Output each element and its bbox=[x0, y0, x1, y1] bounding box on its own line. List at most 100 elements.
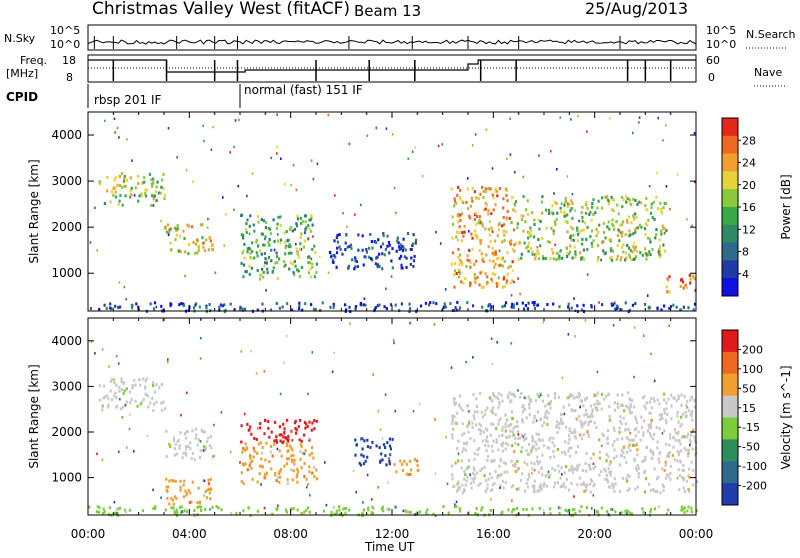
echo-cell bbox=[563, 200, 566, 204]
echo-cell bbox=[555, 202, 558, 205]
echo-cell bbox=[514, 425, 517, 429]
echo-cell bbox=[136, 404, 139, 408]
echo-cell bbox=[154, 506, 157, 510]
echo-cell bbox=[367, 506, 370, 510]
echo-cell bbox=[472, 393, 475, 396]
echo-cell bbox=[493, 458, 496, 462]
echo-cell bbox=[284, 263, 287, 267]
echo-cell bbox=[246, 250, 249, 254]
echo-cell bbox=[641, 253, 644, 257]
echo-cell bbox=[128, 390, 132, 394]
scatter-speck bbox=[366, 134, 369, 137]
echo-cell bbox=[527, 245, 530, 249]
echo-cell bbox=[388, 462, 391, 466]
echo-cell bbox=[129, 401, 132, 405]
echo-cell bbox=[455, 235, 458, 239]
echo-cell bbox=[450, 464, 454, 468]
echo-cell bbox=[239, 305, 242, 309]
echo-cell bbox=[385, 307, 388, 311]
echo-cell bbox=[663, 392, 666, 396]
scatter-speck bbox=[560, 202, 563, 205]
cpid-mode-label: rbsp 201 IF bbox=[94, 93, 161, 107]
echo-cell bbox=[591, 205, 594, 209]
echo-cell bbox=[614, 510, 617, 514]
scatter-speck bbox=[251, 172, 254, 175]
echo-cell bbox=[418, 510, 422, 514]
echo-cell bbox=[115, 396, 118, 399]
echo-cell bbox=[667, 474, 670, 478]
echo-cell bbox=[598, 450, 601, 454]
echo-cell bbox=[566, 396, 569, 400]
echo-cell bbox=[532, 420, 535, 424]
echo-cell bbox=[577, 395, 581, 399]
echo-cell bbox=[687, 448, 690, 452]
scatter-speck bbox=[612, 324, 615, 327]
echo-cell bbox=[495, 438, 498, 442]
scatter-speck bbox=[648, 185, 651, 188]
echo-cell bbox=[181, 456, 184, 460]
echo-cell bbox=[605, 473, 608, 477]
echo-cell bbox=[457, 247, 460, 251]
echo-cell bbox=[133, 378, 136, 382]
echo-cell bbox=[570, 482, 573, 485]
echo-cell bbox=[89, 307, 92, 311]
scatter-speck bbox=[121, 416, 124, 419]
echo-cell bbox=[680, 449, 683, 453]
echo-cell bbox=[348, 245, 351, 248]
echo-cell bbox=[668, 451, 671, 455]
echo-cell bbox=[304, 214, 307, 218]
echo-cell bbox=[682, 486, 685, 490]
echo-cell bbox=[339, 247, 342, 251]
echo-cell bbox=[660, 211, 664, 215]
echo-cell bbox=[396, 239, 399, 243]
echo-cell bbox=[271, 454, 274, 458]
echo-cell bbox=[211, 243, 214, 247]
echo-cell bbox=[344, 241, 347, 245]
echo-cell bbox=[585, 413, 588, 416]
colorbar-swatch bbox=[722, 330, 738, 353]
echo-cell bbox=[611, 443, 614, 447]
echo-cell bbox=[307, 261, 310, 265]
echo-cell bbox=[335, 265, 338, 269]
echo-cell bbox=[480, 467, 484, 471]
echo-cell bbox=[117, 507, 120, 511]
echo-cell bbox=[115, 383, 118, 387]
echo-cell bbox=[649, 397, 653, 401]
echo-cell bbox=[570, 446, 573, 450]
echo-cell bbox=[607, 429, 610, 432]
echo-cell bbox=[454, 421, 457, 425]
echo-cell bbox=[179, 485, 182, 489]
echo-cell bbox=[480, 508, 483, 512]
echo-cell bbox=[610, 470, 613, 474]
echo-cell bbox=[568, 403, 571, 407]
echo-cell bbox=[541, 236, 544, 240]
echo-cell bbox=[667, 397, 670, 401]
scatter-speck bbox=[600, 258, 602, 262]
scatter-speck bbox=[576, 418, 578, 421]
echo-cell bbox=[536, 489, 539, 493]
echo-cell bbox=[663, 202, 666, 205]
echo-cell bbox=[386, 507, 389, 511]
echo-cell bbox=[208, 236, 211, 240]
scatter-speck bbox=[490, 337, 493, 340]
echo-cell bbox=[680, 508, 683, 512]
echo-cell bbox=[614, 307, 617, 311]
echo-cell bbox=[484, 227, 487, 231]
echo-cell bbox=[301, 220, 304, 224]
echo-cell bbox=[592, 452, 595, 456]
echo-cell bbox=[168, 502, 171, 506]
echo-cell bbox=[669, 472, 672, 476]
scatter-speck bbox=[316, 162, 319, 166]
echo-cell bbox=[683, 490, 687, 493]
echo-cell bbox=[190, 225, 194, 229]
echo-cell bbox=[373, 307, 377, 311]
echo-cell bbox=[522, 404, 525, 407]
echo-cell bbox=[270, 467, 273, 471]
echo-cell bbox=[564, 485, 567, 489]
echo-cell bbox=[464, 483, 467, 487]
echo-cell bbox=[695, 509, 698, 513]
echo-cell bbox=[322, 509, 326, 513]
scatter-speck bbox=[255, 372, 258, 375]
scatter-speck bbox=[435, 230, 437, 234]
echo-cell bbox=[489, 509, 492, 512]
